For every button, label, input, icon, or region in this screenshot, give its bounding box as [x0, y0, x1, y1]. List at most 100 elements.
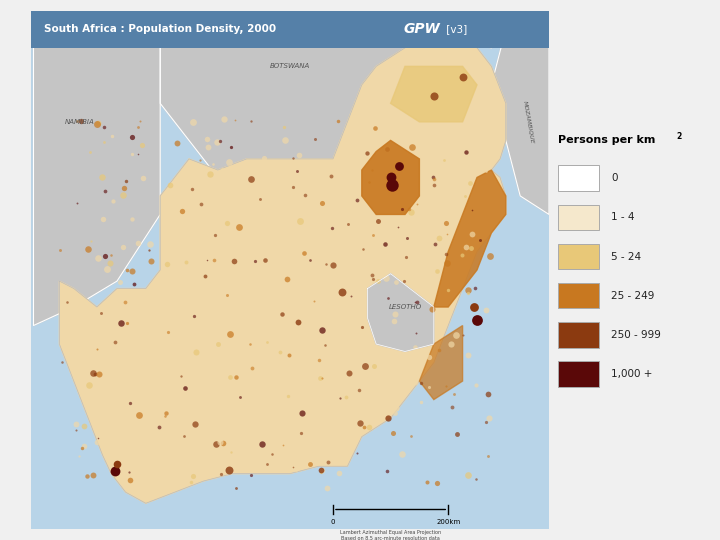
Point [261, 460, 273, 469]
Point [287, 463, 298, 471]
Point [179, 384, 190, 393]
Point [387, 180, 398, 189]
Point [385, 234, 397, 243]
Point [403, 205, 415, 214]
Text: 250 - 999: 250 - 999 [611, 330, 661, 340]
Point [450, 330, 462, 339]
Point [402, 234, 413, 242]
Point [240, 166, 251, 175]
Point [62, 298, 73, 306]
Point [382, 144, 393, 153]
Point [441, 147, 453, 156]
Point [287, 183, 299, 191]
Point [448, 389, 459, 398]
Point [92, 434, 104, 443]
Point [168, 441, 179, 449]
Point [277, 440, 289, 449]
Point [418, 288, 430, 297]
Point [348, 164, 360, 172]
Point [263, 257, 274, 266]
Point [94, 370, 105, 379]
Point [163, 328, 174, 336]
Point [97, 214, 109, 223]
Point [433, 345, 444, 354]
Point [266, 450, 277, 459]
Point [99, 187, 111, 195]
Point [321, 387, 333, 395]
Point [99, 252, 110, 261]
Point [194, 156, 206, 165]
Point [438, 156, 450, 164]
Point [440, 381, 451, 390]
Point [309, 297, 320, 306]
Point [87, 470, 99, 479]
Point [76, 117, 87, 125]
Point [81, 472, 92, 481]
Point [129, 279, 140, 288]
Point [195, 200, 207, 208]
Point [484, 414, 495, 422]
Point [472, 144, 483, 152]
Point [369, 124, 381, 132]
Point [305, 255, 316, 264]
Point [474, 236, 485, 245]
Point [423, 382, 434, 391]
Point [180, 257, 192, 266]
Point [366, 271, 378, 280]
Point [359, 260, 371, 268]
Text: 5 - 24: 5 - 24 [611, 252, 642, 261]
Point [114, 278, 126, 287]
Point [397, 450, 408, 458]
Point [375, 146, 387, 154]
Point [223, 157, 235, 166]
Point [144, 240, 156, 248]
Point [440, 249, 451, 258]
Point [362, 397, 374, 406]
Text: Lambert Azimuthal Equal Area Projection
Based on 8.5 arc-minute resolution data: Lambert Azimuthal Equal Area Projection … [340, 530, 441, 540]
Point [417, 192, 428, 200]
Point [107, 197, 119, 206]
Point [367, 275, 379, 284]
Point [373, 217, 384, 225]
Bar [558, 205, 599, 230]
Text: South Africa : Population Density, 2000: South Africa : Population Density, 2000 [44, 24, 276, 35]
Point [325, 172, 337, 180]
Point [171, 322, 182, 330]
Point [192, 388, 203, 397]
Point [421, 478, 433, 487]
Point [133, 410, 145, 419]
Point [215, 237, 226, 245]
Point [70, 420, 81, 428]
Point [310, 219, 322, 227]
Point [225, 448, 236, 456]
Point [460, 148, 472, 157]
Point [259, 255, 271, 264]
Point [400, 253, 412, 262]
Point [92, 254, 104, 262]
Point [87, 368, 99, 377]
Point [78, 421, 90, 430]
Point [276, 309, 288, 318]
Point [279, 136, 291, 145]
Point [191, 348, 202, 356]
Point [379, 239, 391, 248]
Point [280, 384, 292, 393]
Point [351, 449, 362, 457]
Point [438, 226, 449, 234]
Point [186, 185, 198, 193]
Point [326, 445, 338, 454]
Point [245, 340, 256, 348]
Point [153, 422, 165, 431]
Point [423, 353, 435, 362]
Point [71, 426, 82, 435]
Polygon shape [160, 0, 431, 196]
Point [124, 468, 135, 477]
Point [145, 399, 157, 407]
Point [217, 165, 228, 174]
Point [310, 135, 321, 144]
Polygon shape [60, 37, 505, 503]
Point [114, 319, 126, 327]
Point [363, 178, 374, 186]
Point [202, 135, 213, 144]
Point [111, 460, 122, 469]
